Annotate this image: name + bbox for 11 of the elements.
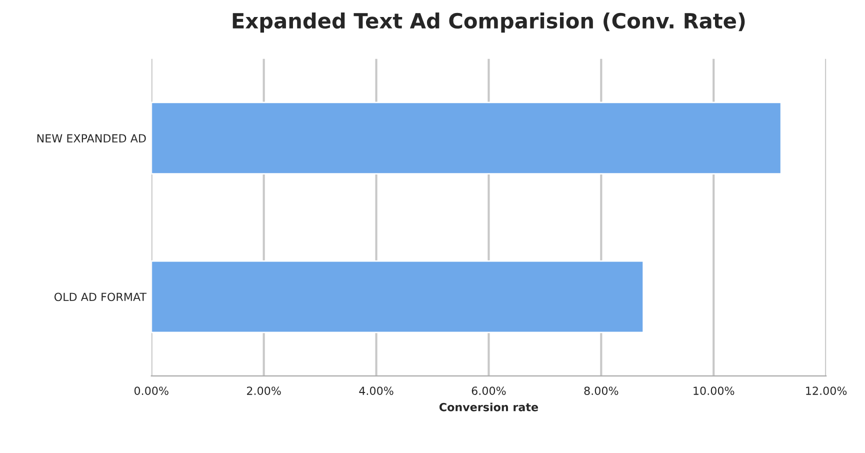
- x-tick-label: 0.00%: [134, 386, 168, 396]
- x-axis-title: Conversion rate: [439, 402, 538, 412]
- y-tick-label: NEW EXPANDED AD: [37, 134, 146, 142]
- y-tick-label: OLD AD FORMAT: [54, 292, 147, 302]
- x-tick-label: 6.00%: [472, 386, 506, 396]
- x-tick-label: 4.00%: [359, 386, 394, 396]
- chart-title: Expanded Text Ad Comparision (Conv. Rate): [232, 12, 745, 33]
- x-tick-label: 10.00%: [694, 386, 734, 396]
- x-tick-label: 8.00%: [584, 386, 618, 396]
- x-tick-label: 12.00%: [806, 386, 847, 396]
- x-tick-label: 2.00%: [246, 386, 281, 396]
